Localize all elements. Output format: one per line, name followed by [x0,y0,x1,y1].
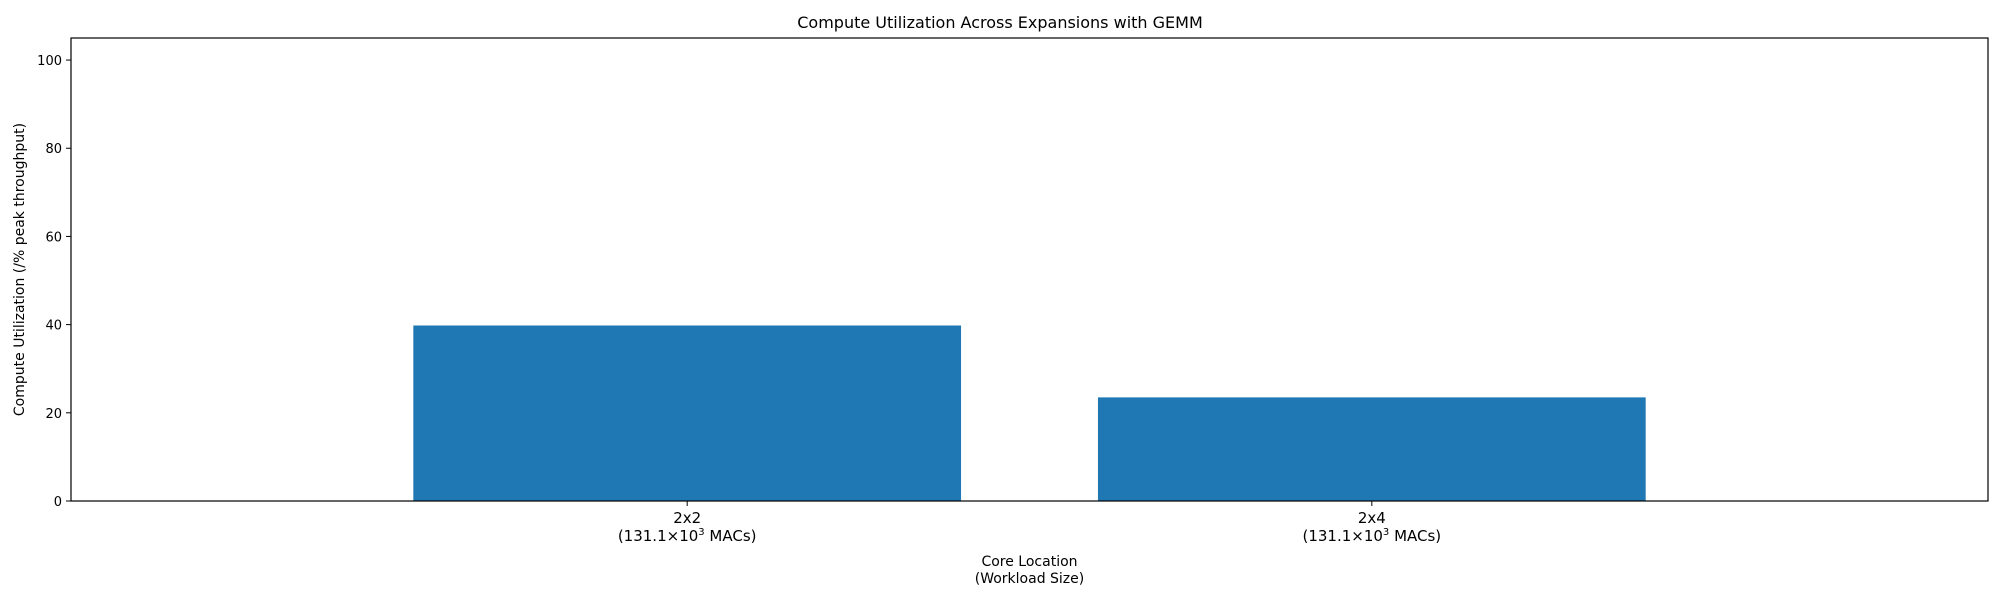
x-axis-label-line-1: Core Location [981,554,1077,570]
x-axis-label-line-2: (Workload Size) [975,571,1084,587]
y-tick-label: 100 [37,54,62,69]
bars-group [413,325,1646,501]
y-tick-label: 60 [45,230,62,245]
y-tick-label: 20 [45,407,62,422]
y-axis: 0 20 40 60 80 100 [37,54,71,510]
bar-2x4 [1097,397,1646,501]
y-tick-label: 40 [45,319,62,334]
y-axis-label: Compute Utilization (/% peak throughput) [12,123,28,416]
x-tick-sublabel: (131.1×103 MACs) [1302,527,1441,545]
x-axis: 2x2(131.1×103 MACs)2x4(131.1×103 MACs) [618,501,1441,545]
bar-2x2 [413,325,962,501]
x-tick-label: 2x4 [1358,509,1386,527]
plot-frame [70,37,1989,502]
chart-title: Compute Utilization Across Expansions wi… [797,13,1203,32]
x-tick-label: 2x2 [673,509,701,527]
x-tick-sublabel: (131.1×103 MACs) [618,527,757,545]
y-tick-label: 80 [45,142,62,157]
y-tick-label: 0 [54,495,62,510]
